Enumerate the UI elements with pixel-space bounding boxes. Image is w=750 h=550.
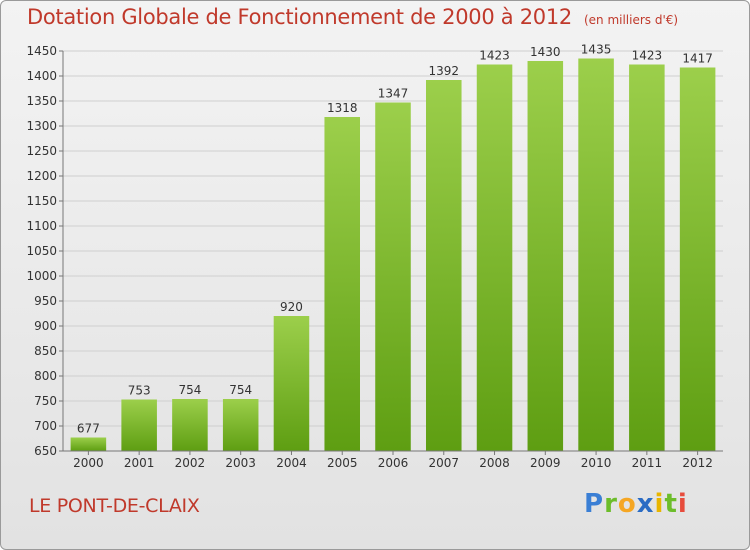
data-label: 1318	[327, 101, 358, 115]
data-label: 1423	[479, 49, 510, 63]
y-tick-label: 1300	[26, 119, 57, 133]
bar	[578, 58, 614, 451]
x-tick-label: 2012	[682, 456, 713, 470]
y-axis: 650 700 750 800 850 900 950 1000 1050 1100 1150 120…	[26, 44, 64, 458]
place-name: LE PONT-DE-CLAIX	[29, 495, 200, 517]
bar	[273, 316, 310, 451]
y-tick-label: 1400	[26, 69, 57, 83]
bar	[172, 399, 208, 451]
bar	[527, 61, 564, 451]
bar	[426, 80, 462, 451]
x-tick-label: 2004	[276, 456, 307, 470]
x-tick-label: 2010	[581, 456, 612, 470]
y-tick-label: 900	[34, 319, 57, 333]
title-row: Dotation Globale de Fonctionnement de 20…	[27, 5, 678, 29]
data-label: 753	[128, 384, 151, 398]
bars: 677 753 754 754 920 1318 1347 1392 1423 1430 1435 1…	[70, 43, 716, 451]
x-tick-label: 2000	[73, 456, 104, 470]
x-axis: 2000 2001 2002 2003 2004 2005 2006 2007 2008 2009…	[63, 450, 723, 470]
bar	[375, 102, 411, 451]
data-label: 754	[229, 383, 252, 397]
x-tick-label: 2007	[428, 456, 459, 470]
proxiti-logo[interactable]: Proxiti	[584, 489, 688, 519]
y-tick-label: 1250	[26, 144, 57, 158]
bar	[222, 399, 259, 451]
bar	[679, 67, 716, 451]
unit-label: (en milliers d'€)	[583, 13, 679, 27]
data-label: 754	[178, 383, 201, 397]
data-label: 1392	[428, 64, 459, 78]
data-label: 1417	[682, 52, 713, 66]
x-tick-label: 2008	[479, 456, 510, 470]
data-label: 677	[77, 422, 100, 436]
x-tick-label: 2001	[124, 456, 155, 470]
x-tick-label: 2003	[225, 456, 256, 470]
y-tick-label: 850	[34, 344, 57, 358]
y-tick-label: 1000	[26, 269, 57, 283]
y-tick-label: 1050	[26, 244, 57, 258]
y-tick-label: 1100	[26, 219, 57, 233]
y-tick-label: 650	[34, 444, 57, 458]
y-tick-label: 1350	[26, 94, 57, 108]
data-label: 1423	[632, 49, 663, 63]
y-tick-label: 1200	[26, 169, 57, 183]
data-label: 1435	[581, 43, 612, 57]
y-tick-label: 1450	[26, 44, 57, 58]
y-tick-label: 950	[34, 294, 57, 308]
bar	[476, 64, 513, 451]
chart-title: Dotation Globale de Fonctionnement de 20…	[27, 5, 572, 29]
bar	[70, 437, 107, 451]
data-label: 1430	[530, 45, 561, 59]
bar	[629, 64, 665, 451]
data-label: 1347	[378, 87, 409, 101]
x-tick-label: 2009	[530, 456, 561, 470]
y-tick-label: 750	[34, 394, 57, 408]
x-tick-label: 2011	[632, 456, 663, 470]
x-tick-label: 2002	[175, 456, 206, 470]
y-tick-label: 800	[34, 369, 57, 383]
data-label: 920	[280, 300, 303, 314]
y-tick-label: 700	[34, 419, 57, 433]
y-tick-label: 1150	[26, 194, 57, 208]
x-tick-label: 2006	[378, 456, 409, 470]
bar	[121, 399, 157, 451]
x-tick-label: 2005	[327, 456, 358, 470]
bar	[324, 117, 360, 451]
